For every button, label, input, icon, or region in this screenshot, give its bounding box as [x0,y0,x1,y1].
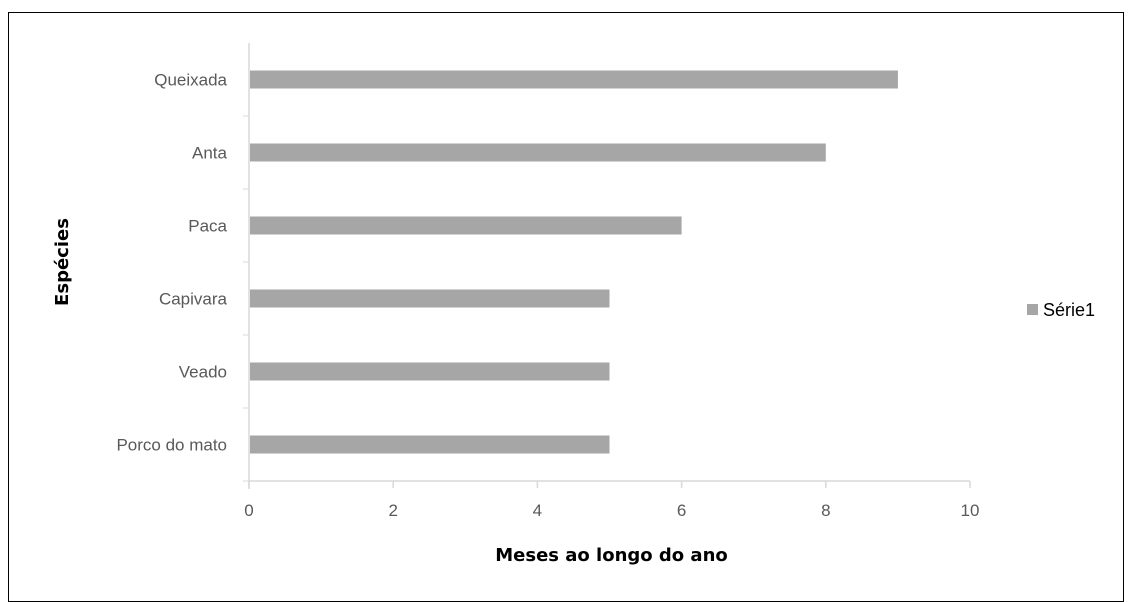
bar [250,216,682,235]
x-tick-label: 6 [677,501,686,520]
axes [248,43,970,489]
bar [250,70,898,89]
bar [250,435,610,454]
category-label: Queixada [154,71,227,90]
x-tick-label: 10 [961,501,980,520]
bar [250,143,826,162]
x-tick-label: 0 [244,501,253,520]
legend-swatch [1027,304,1038,315]
category-label: Porco do mato [116,436,227,455]
category-label: Veado [179,363,227,382]
category-label: Paca [188,217,227,236]
bars [250,70,898,454]
x-tick-labels: 0 2 4 6 8 10 [244,481,979,520]
category-label: Anta [192,144,228,163]
legend-label: Série1 [1043,300,1095,320]
category-labels: Porco do mato Veado Capivara Paca Anta Queixa… [116,71,249,482]
x-tick-label: 4 [533,501,542,520]
bar [250,362,610,381]
x-tick-label: 2 [388,501,397,520]
legend: Série1 [1027,300,1095,320]
y-axis-title: Espécies [52,218,73,306]
x-tick-label: 8 [821,501,830,520]
x-axis-title: Meses ao longo do ano [495,545,728,566]
category-label: Capivara [159,290,228,309]
bar [250,289,610,308]
